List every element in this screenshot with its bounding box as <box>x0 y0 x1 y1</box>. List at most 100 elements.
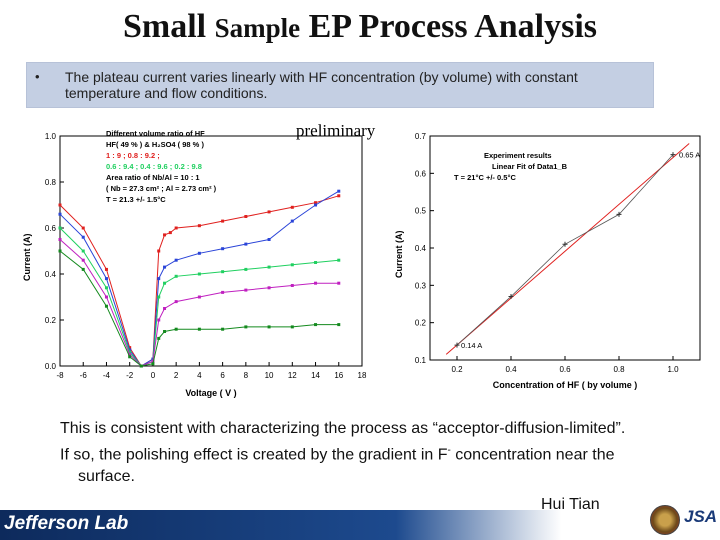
series-point <box>221 290 225 294</box>
hf-concentration-chart: 0.2 0.4 0.6 0.8 1.0 0.1 0.2 0.3 0.4 0.5 0.6 0.7 Conc… <box>394 132 701 390</box>
series-point <box>157 277 161 281</box>
series-point <box>81 249 85 253</box>
series-point <box>314 203 318 207</box>
experiment-point <box>454 342 460 348</box>
series-point <box>267 238 271 241</box>
y-axis-label: Current (A) <box>394 231 404 279</box>
annotation-text: T = 21°C +/- 0.5°C <box>454 173 516 182</box>
series-point <box>197 224 201 228</box>
series-line <box>59 239 339 367</box>
series-point <box>337 258 341 262</box>
x-tick-label: 0.2 <box>451 365 463 374</box>
series-point <box>58 249 62 253</box>
x-tick-label: -2 <box>126 371 134 380</box>
series-point <box>163 307 167 310</box>
annotation-text: 1 : 9 ; 0.8 : 9.2 ; <box>106 151 160 160</box>
series-point <box>104 304 108 308</box>
series-point <box>267 325 271 329</box>
x-tick-label: 14 <box>311 371 320 380</box>
y-tick-label: 0.7 <box>415 132 427 141</box>
series-point <box>58 226 62 230</box>
series-point <box>290 284 294 287</box>
annotation-text: Area ratio of Nb/Al = 10 : 1 <box>106 173 200 182</box>
series-point <box>197 272 201 276</box>
series-point <box>139 364 143 368</box>
conclusion-text: This is consistent with characterizing t… <box>60 418 710 488</box>
series-point <box>221 247 225 251</box>
series-point <box>244 242 248 246</box>
series-point <box>81 235 85 239</box>
series-point <box>128 355 132 359</box>
series-point <box>174 258 178 262</box>
annotation-text: T = 21.3 +/- 1.5°C <box>106 195 166 204</box>
x-tick-label: 2 <box>174 371 179 380</box>
annotation-text: ( Nb = 27.3 cm² ; Al = 2.73 cm² ) <box>106 184 217 193</box>
series-point <box>157 249 161 253</box>
series-point <box>81 267 85 271</box>
series-point <box>163 281 167 285</box>
bullet-marker: • <box>35 69 40 84</box>
series-point <box>337 194 341 198</box>
series-point <box>168 231 172 235</box>
y-tick-label: 0.0 <box>45 362 57 371</box>
y-tick-label: 0.4 <box>415 244 427 253</box>
series-point <box>58 238 62 241</box>
x-tick-label: 4 <box>197 371 202 380</box>
series-point <box>163 330 167 333</box>
series-point <box>157 318 161 322</box>
x-tick-label: 12 <box>288 371 297 380</box>
series-point <box>244 267 248 271</box>
series-point <box>163 265 167 269</box>
jsa-logo: JSA <box>684 507 718 526</box>
y-tick-label: 0.6 <box>45 224 57 233</box>
series-point <box>337 281 341 285</box>
legend-entry: Linear Fit of Data1_B <box>492 162 568 171</box>
series-point <box>197 327 201 331</box>
series-point <box>267 286 271 290</box>
series-point <box>290 205 294 209</box>
series-point <box>290 263 294 267</box>
series-point <box>314 323 318 327</box>
series-point <box>197 251 201 255</box>
series-point <box>104 295 108 299</box>
series-point <box>290 325 294 329</box>
x-tick-label: 0.6 <box>559 365 571 374</box>
series-point <box>128 353 132 356</box>
slide-title: Small Sample EP Process Analysis <box>0 8 720 46</box>
series-point <box>174 327 178 331</box>
bullet-text: The plateau current varies linearly with… <box>65 69 578 101</box>
series-point <box>314 201 318 205</box>
series-point <box>174 274 178 278</box>
bullet-box: • The plateau current varies linearly wi… <box>26 62 654 108</box>
conclusion-line-3: surface. <box>78 468 135 486</box>
series-point <box>128 346 132 350</box>
series-point <box>174 300 178 304</box>
x-tick-label: 0.8 <box>613 365 625 374</box>
x-tick-label: -4 <box>103 371 111 380</box>
legend-entry: Experiment results <box>484 151 552 160</box>
fit-line <box>445 143 690 355</box>
annotation-text: 0.65 A <box>679 151 700 160</box>
series-point <box>337 189 341 193</box>
x-tick-label: -6 <box>80 371 88 380</box>
y-axis-label: Current (A) <box>22 234 32 282</box>
y-tick-label: 0.6 <box>415 169 427 178</box>
series-point <box>267 210 271 214</box>
series-point <box>104 267 108 271</box>
series-point <box>163 233 167 237</box>
footer-bar: Jefferson Lab <box>0 510 720 540</box>
title-part-2: Sample <box>214 13 301 43</box>
x-tick-label: 10 <box>265 371 274 380</box>
conclusion-line-2b: concentration near the <box>450 446 615 464</box>
annotation-text: 0.14 A <box>461 341 482 350</box>
series-point <box>58 212 62 216</box>
x-tick-label: 18 <box>358 371 367 380</box>
series-point <box>174 226 178 230</box>
experiment-point <box>508 294 514 300</box>
series-point <box>157 295 161 299</box>
conclusion-line-2: If so, the polishing effect is created b… <box>60 440 710 466</box>
experiment-point <box>616 211 622 217</box>
series-point <box>244 288 248 292</box>
y-tick-label: 0.2 <box>45 316 57 325</box>
series-point <box>157 336 161 340</box>
